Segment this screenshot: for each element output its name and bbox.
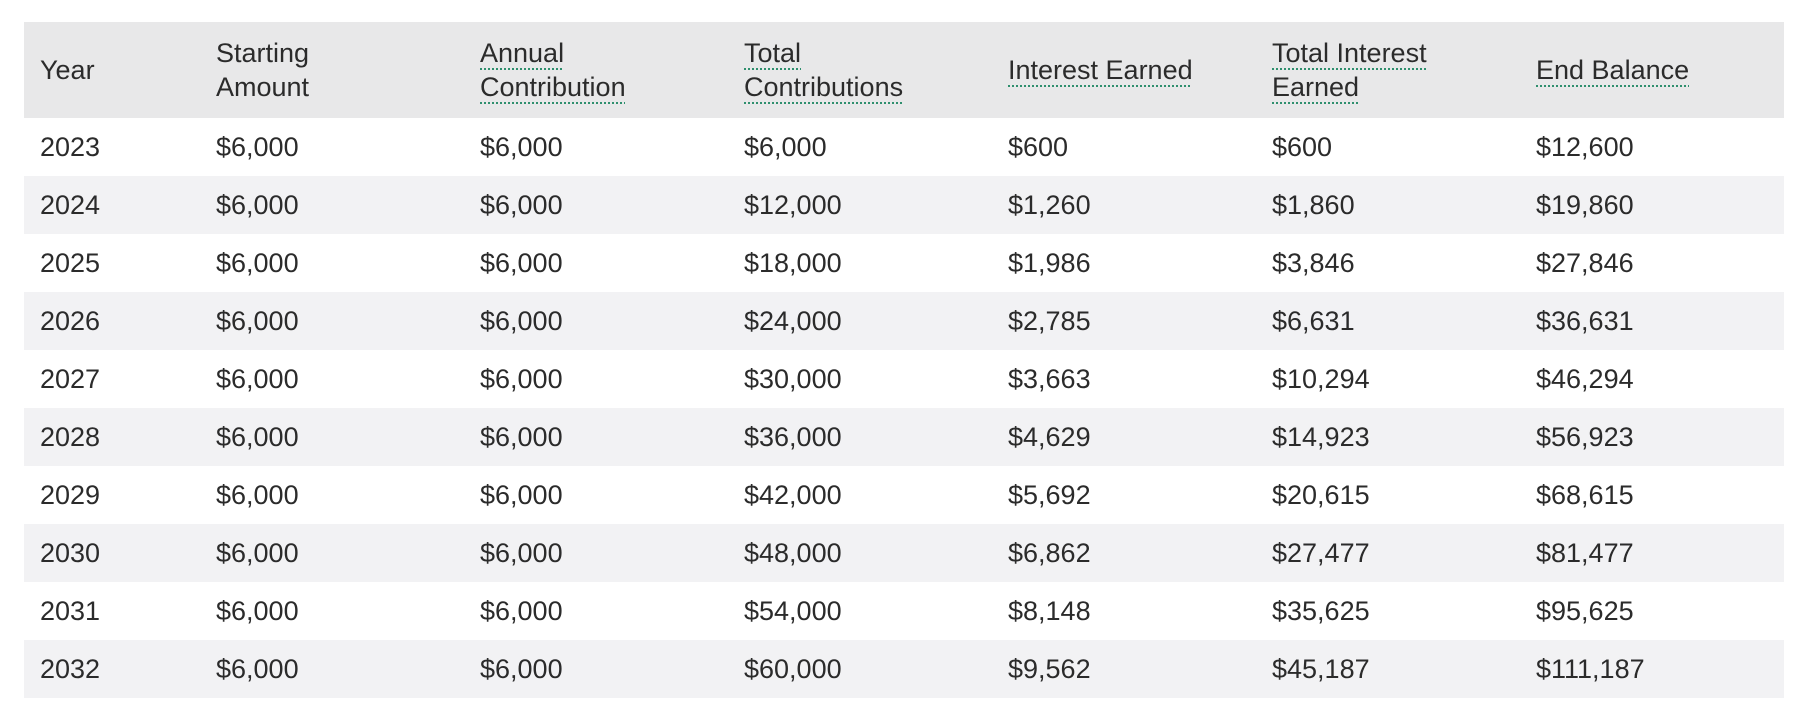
cell-end-balance: $36,631 (1536, 305, 1634, 336)
cell-interest-earned: $600 (1008, 131, 1069, 162)
cell-annual-contribution: $6,000 (480, 363, 563, 394)
table-body: 2023 $6,000 $6,000 $6,000 $600 $600 $12,… (24, 118, 1784, 698)
header-end-balance: End Balance (1520, 22, 1784, 118)
header-annual-contribution-label[interactable]: Annual Contribution (480, 38, 626, 102)
header-total-interest-earned-label[interactable]: Total Interest Earned (1272, 38, 1427, 102)
cell-year: 2032 (40, 653, 101, 684)
cell-starting-amount: $6,000 (216, 189, 299, 220)
table-row: 2025 $6,000 $6,000 $18,000 $1,986 $3,846… (24, 234, 1784, 292)
cell-annual-contribution: $6,000 (480, 305, 563, 336)
cell-annual-contribution: $6,000 (480, 595, 563, 626)
cell-end-balance: $81,477 (1536, 537, 1634, 568)
table-header: Year Starting Amount Annual Contribution… (24, 22, 1784, 118)
cell-interest-earned: $5,692 (1008, 479, 1091, 510)
cell-interest-earned: $1,986 (1008, 247, 1091, 278)
contribution-schedule-table: Year Starting Amount Annual Contribution… (24, 22, 1784, 698)
cell-interest-earned: $6,862 (1008, 537, 1091, 568)
cell-year: 2025 (40, 247, 101, 278)
table-row: 2032 $6,000 $6,000 $60,000 $9,562 $45,18… (24, 640, 1784, 698)
cell-total-interest-earned: $35,625 (1272, 595, 1370, 626)
cell-total-contributions: $54,000 (744, 595, 842, 626)
header-starting-amount-label: Starting Amount (216, 38, 310, 102)
header-interest-earned: Interest Earned (992, 22, 1256, 118)
cell-year: 2024 (40, 189, 101, 220)
table-row: 2030 $6,000 $6,000 $48,000 $6,862 $27,47… (24, 524, 1784, 582)
cell-year: 2023 (40, 131, 101, 162)
cell-total-interest-earned: $27,477 (1272, 537, 1370, 568)
header-year-label: Year (40, 55, 95, 85)
cell-year: 2028 (40, 421, 101, 452)
header-total-contributions: Total Contributions (728, 22, 992, 118)
cell-starting-amount: $6,000 (216, 595, 299, 626)
cell-end-balance: $27,846 (1536, 247, 1634, 278)
header-total-interest-earned: Total Interest Earned (1256, 22, 1520, 118)
cell-year: 2029 (40, 479, 101, 510)
cell-total-interest-earned: $3,846 (1272, 247, 1355, 278)
cell-year: 2026 (40, 305, 101, 336)
cell-total-contributions: $24,000 (744, 305, 842, 336)
cell-end-balance: $111,187 (1536, 653, 1645, 684)
cell-total-contributions: $30,000 (744, 363, 842, 394)
header-year: Year (24, 22, 200, 118)
table-row: 2029 $6,000 $6,000 $42,000 $5,692 $20,61… (24, 466, 1784, 524)
cell-starting-amount: $6,000 (216, 247, 299, 278)
cell-total-interest-earned: $6,631 (1272, 305, 1355, 336)
cell-end-balance: $12,600 (1536, 131, 1634, 162)
cell-starting-amount: $6,000 (216, 479, 299, 510)
header-interest-earned-label[interactable]: Interest Earned (1008, 55, 1193, 85)
cell-total-contributions: $18,000 (744, 247, 842, 278)
cell-total-interest-earned: $600 (1272, 131, 1333, 162)
header-row: Year Starting Amount Annual Contribution… (24, 22, 1784, 118)
cell-end-balance: $68,615 (1536, 479, 1634, 510)
cell-total-contributions: $48,000 (744, 537, 842, 568)
cell-end-balance: $19,860 (1536, 189, 1634, 220)
cell-annual-contribution: $6,000 (480, 421, 563, 452)
table-row: 2023 $6,000 $6,000 $6,000 $600 $600 $12,… (24, 118, 1784, 176)
cell-annual-contribution: $6,000 (480, 247, 563, 278)
cell-total-interest-earned: $20,615 (1272, 479, 1370, 510)
cell-total-contributions: $60,000 (744, 653, 842, 684)
header-annual-contribution: Annual Contribution (464, 22, 728, 118)
cell-interest-earned: $1,260 (1008, 189, 1091, 220)
cell-year: 2030 (40, 537, 101, 568)
cell-starting-amount: $6,000 (216, 363, 299, 394)
cell-total-interest-earned: $14,923 (1272, 421, 1370, 452)
cell-annual-contribution: $6,000 (480, 189, 563, 220)
cell-end-balance: $95,625 (1536, 595, 1634, 626)
cell-interest-earned: $9,562 (1008, 653, 1091, 684)
cell-annual-contribution: $6,000 (480, 479, 563, 510)
table-row: 2027 $6,000 $6,000 $30,000 $3,663 $10,29… (24, 350, 1784, 408)
cell-total-contributions: $12,000 (744, 189, 842, 220)
cell-interest-earned: $4,629 (1008, 421, 1091, 452)
cell-interest-earned: $8,148 (1008, 595, 1091, 626)
table-row: 2028 $6,000 $6,000 $36,000 $4,629 $14,92… (24, 408, 1784, 466)
cell-starting-amount: $6,000 (216, 537, 299, 568)
table-row: 2024 $6,000 $6,000 $12,000 $1,260 $1,860… (24, 176, 1784, 234)
table-row: 2031 $6,000 $6,000 $54,000 $8,148 $35,62… (24, 582, 1784, 640)
cell-interest-earned: $2,785 (1008, 305, 1091, 336)
cell-total-interest-earned: $1,860 (1272, 189, 1355, 220)
cell-total-contributions: $42,000 (744, 479, 842, 510)
cell-starting-amount: $6,000 (216, 305, 299, 336)
cell-end-balance: $56,923 (1536, 421, 1634, 452)
cell-year: 2027 (40, 363, 101, 394)
cell-interest-earned: $3,663 (1008, 363, 1091, 394)
cell-starting-amount: $6,000 (216, 131, 299, 162)
cell-total-interest-earned: $45,187 (1272, 653, 1370, 684)
contribution-schedule-table-container: Year Starting Amount Annual Contribution… (24, 22, 1784, 698)
cell-annual-contribution: $6,000 (480, 653, 563, 684)
cell-starting-amount: $6,000 (216, 421, 299, 452)
cell-year: 2031 (40, 595, 101, 626)
cell-total-contributions: $6,000 (744, 131, 827, 162)
cell-total-interest-earned: $10,294 (1272, 363, 1370, 394)
header-total-contributions-label[interactable]: Total Contributions (744, 38, 904, 102)
header-end-balance-label[interactable]: End Balance (1536, 55, 1690, 85)
table-row: 2026 $6,000 $6,000 $24,000 $2,785 $6,631… (24, 292, 1784, 350)
cell-end-balance: $46,294 (1536, 363, 1634, 394)
cell-annual-contribution: $6,000 (480, 537, 563, 568)
cell-starting-amount: $6,000 (216, 653, 299, 684)
header-starting-amount: Starting Amount (200, 22, 464, 118)
cell-annual-contribution: $6,000 (480, 131, 563, 162)
cell-total-contributions: $36,000 (744, 421, 842, 452)
